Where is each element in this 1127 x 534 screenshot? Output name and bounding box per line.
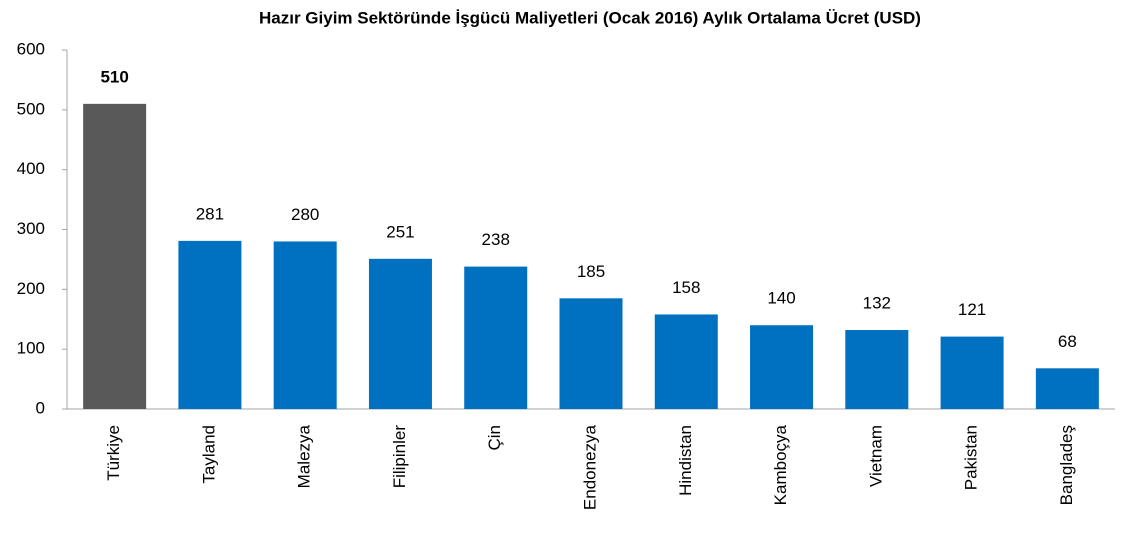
chart-title: Hazır Giyim Sektöründe İşgücü Maliyetler…: [259, 8, 921, 27]
bar: [845, 330, 909, 409]
x-tick-label: Hindistan: [676, 425, 695, 496]
y-tick-label: 100: [17, 339, 45, 358]
data-label: 68: [1058, 332, 1077, 351]
bar: [273, 241, 337, 409]
y-tick-label: 300: [17, 219, 45, 238]
bar: [940, 336, 1004, 409]
data-label: 238: [482, 230, 510, 249]
bar: [750, 325, 814, 409]
data-label: 158: [672, 278, 700, 297]
x-tick-label: Endonezya: [580, 424, 599, 510]
bar: [1035, 368, 1099, 409]
bar: [178, 240, 242, 409]
x-tick-label: Filipinler: [390, 425, 409, 489]
x-tick-label: Çin: [485, 425, 504, 451]
x-tick-label: Vietnam: [866, 425, 885, 487]
data-label: 132: [863, 294, 891, 313]
data-label: 281: [196, 204, 224, 223]
x-tick-label: Pakistan: [962, 425, 981, 490]
data-label: 280: [291, 205, 319, 224]
bar: [83, 103, 147, 409]
data-label: 510: [100, 67, 128, 86]
x-tick-label: Malezya: [295, 424, 314, 488]
bar: [654, 314, 718, 409]
bar: [559, 298, 623, 409]
y-tick-label: 200: [17, 279, 45, 298]
data-label: 121: [958, 300, 986, 319]
data-label: 185: [577, 262, 605, 281]
data-label: 140: [767, 289, 795, 308]
x-tick-label: Kamboçya: [771, 424, 790, 505]
y-tick-label: 0: [36, 398, 45, 417]
y-tick-label: 400: [17, 159, 45, 178]
y-tick-label: 600: [17, 39, 45, 58]
x-tick-label: Türkiye: [104, 425, 123, 481]
bar: [464, 266, 528, 409]
x-tick-label: Tayland: [199, 425, 218, 484]
bar: [368, 258, 432, 409]
y-tick-label: 500: [17, 99, 45, 118]
x-tick-label: Bangladeş: [1057, 425, 1076, 505]
data-label: 251: [386, 222, 414, 241]
